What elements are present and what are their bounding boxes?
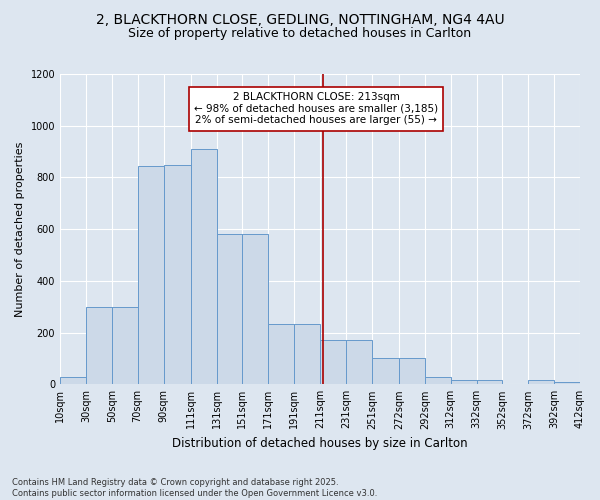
- Bar: [476, 380, 502, 384]
- Y-axis label: Number of detached properties: Number of detached properties: [15, 142, 25, 317]
- Text: Size of property relative to detached houses in Carlton: Size of property relative to detached ho…: [128, 28, 472, 40]
- Bar: [425, 376, 451, 384]
- Text: 2 BLACKTHORN CLOSE: 213sqm
← 98% of detached houses are smaller (3,185)
2% of se: 2 BLACKTHORN CLOSE: 213sqm ← 98% of deta…: [194, 92, 438, 126]
- Text: 2, BLACKTHORN CLOSE, GEDLING, NOTTINGHAM, NG4 4AU: 2, BLACKTHORN CLOSE, GEDLING, NOTTINGHAM…: [95, 12, 505, 26]
- X-axis label: Distribution of detached houses by size in Carlton: Distribution of detached houses by size …: [172, 437, 468, 450]
- Text: Contains HM Land Registry data © Crown copyright and database right 2025.
Contai: Contains HM Land Registry data © Crown c…: [12, 478, 377, 498]
- Bar: [60, 376, 86, 384]
- Bar: [372, 358, 399, 384]
- Bar: [346, 340, 372, 384]
- Bar: [86, 306, 112, 384]
- Bar: [164, 164, 191, 384]
- Bar: [112, 306, 137, 384]
- Bar: [528, 380, 554, 384]
- Bar: [191, 149, 217, 384]
- Bar: [554, 382, 580, 384]
- Bar: [242, 234, 268, 384]
- Bar: [137, 166, 164, 384]
- Bar: [217, 234, 242, 384]
- Bar: [294, 324, 320, 384]
- Bar: [320, 340, 346, 384]
- Bar: [399, 358, 425, 384]
- Bar: [451, 380, 476, 384]
- Bar: [268, 324, 294, 384]
